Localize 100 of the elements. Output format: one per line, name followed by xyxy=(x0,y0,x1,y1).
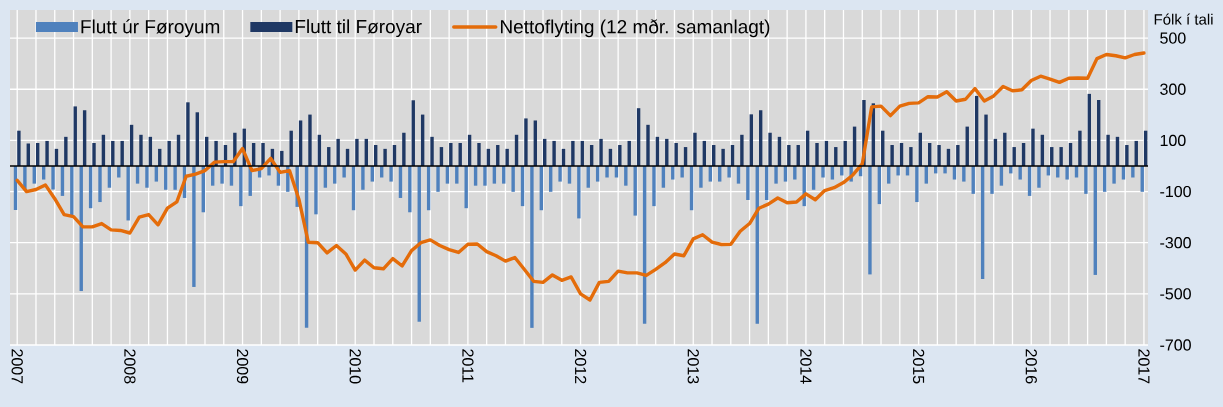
bar xyxy=(98,165,102,203)
bar xyxy=(1031,128,1035,166)
bar xyxy=(815,142,819,166)
bar xyxy=(787,145,791,166)
bar xyxy=(336,138,340,166)
x-tick-label: 2014 xyxy=(800,349,812,384)
bar xyxy=(477,142,481,166)
bar xyxy=(652,165,656,207)
bar xyxy=(51,165,55,190)
bar xyxy=(342,165,346,178)
bar xyxy=(45,140,49,166)
x-tick-label: 2013 xyxy=(687,349,699,384)
bar xyxy=(1112,165,1116,184)
bar xyxy=(383,148,387,166)
bar xyxy=(1106,134,1110,166)
bar xyxy=(389,165,393,182)
x-tick-label: 2012 xyxy=(574,349,587,384)
bar xyxy=(192,165,196,287)
bar xyxy=(483,165,487,186)
bar xyxy=(220,165,224,184)
bar xyxy=(17,130,21,166)
bar xyxy=(680,165,684,178)
bar xyxy=(308,114,312,166)
y-tick-label: 300 xyxy=(1160,83,1186,95)
bar xyxy=(455,165,459,184)
bar xyxy=(524,118,528,166)
bar xyxy=(261,142,265,166)
legend-label: Flutt úr Føroyum xyxy=(81,19,220,38)
legend-label: Flutt til Føroyar xyxy=(295,19,422,38)
bar xyxy=(70,165,74,216)
bar xyxy=(774,165,778,184)
bar xyxy=(843,140,847,166)
bar xyxy=(186,102,190,166)
bar xyxy=(821,165,825,178)
bar xyxy=(511,165,515,192)
bar xyxy=(646,124,650,166)
bar xyxy=(436,165,440,192)
x-tick-label: 2009 xyxy=(236,349,249,384)
bar xyxy=(1078,130,1082,166)
bar xyxy=(173,165,177,190)
bar xyxy=(577,165,581,219)
y-tick-label: -500 xyxy=(1160,288,1191,300)
bar xyxy=(408,165,412,213)
bar xyxy=(624,165,628,186)
bar xyxy=(1131,165,1135,178)
bar xyxy=(239,165,243,207)
bar xyxy=(984,114,988,166)
bar xyxy=(1037,165,1041,188)
line-series xyxy=(15,51,1146,302)
y-tick-label: 100 xyxy=(1160,134,1186,147)
bar xyxy=(530,165,534,328)
x-tick-label: 2011 xyxy=(462,349,474,383)
x-tick-label: 2008 xyxy=(124,349,136,384)
bar xyxy=(727,165,731,178)
bar xyxy=(267,165,271,176)
y-tick-label: -700 xyxy=(1160,339,1191,351)
bar xyxy=(1059,147,1063,166)
bar xyxy=(943,165,947,174)
x-tick-label: 2007 xyxy=(11,349,23,384)
bar xyxy=(430,136,434,166)
x-tick-label: 2010 xyxy=(349,349,361,384)
bar xyxy=(674,142,678,166)
y-tick-label: 500 xyxy=(1160,32,1186,44)
bar xyxy=(890,145,894,166)
bar xyxy=(1084,165,1088,194)
bar xyxy=(314,165,318,215)
bar xyxy=(505,148,509,166)
bar xyxy=(1018,165,1022,180)
y-axis-title: Fólk í tali xyxy=(1154,13,1213,25)
bar xyxy=(599,138,603,166)
bar xyxy=(768,132,772,166)
bar xyxy=(139,134,143,166)
bar xyxy=(464,165,468,209)
bar xyxy=(909,147,913,166)
bar xyxy=(990,165,994,194)
bar xyxy=(793,165,797,180)
bar xyxy=(721,148,725,166)
bar xyxy=(361,165,365,190)
legend-label: Nettoflyting (12 mðr. samanlagt) xyxy=(501,19,770,38)
bar xyxy=(605,165,609,178)
y-tick-label: -100 xyxy=(1160,185,1191,198)
bar xyxy=(167,140,171,166)
bar xyxy=(1012,147,1016,166)
x-tick-label: 2015 xyxy=(912,349,925,384)
bar xyxy=(699,165,703,188)
bar xyxy=(956,145,960,166)
bar xyxy=(868,165,872,275)
bar xyxy=(915,165,919,203)
bar xyxy=(962,165,966,182)
bar xyxy=(120,140,124,166)
bar xyxy=(64,136,68,166)
bar xyxy=(740,134,744,166)
bar xyxy=(289,130,293,166)
bar xyxy=(355,138,359,166)
bar xyxy=(126,165,130,221)
bar xyxy=(693,132,697,166)
bar xyxy=(571,140,575,166)
y-tick-label: -300 xyxy=(1160,237,1191,249)
bar xyxy=(552,140,556,166)
bar xyxy=(896,165,900,176)
